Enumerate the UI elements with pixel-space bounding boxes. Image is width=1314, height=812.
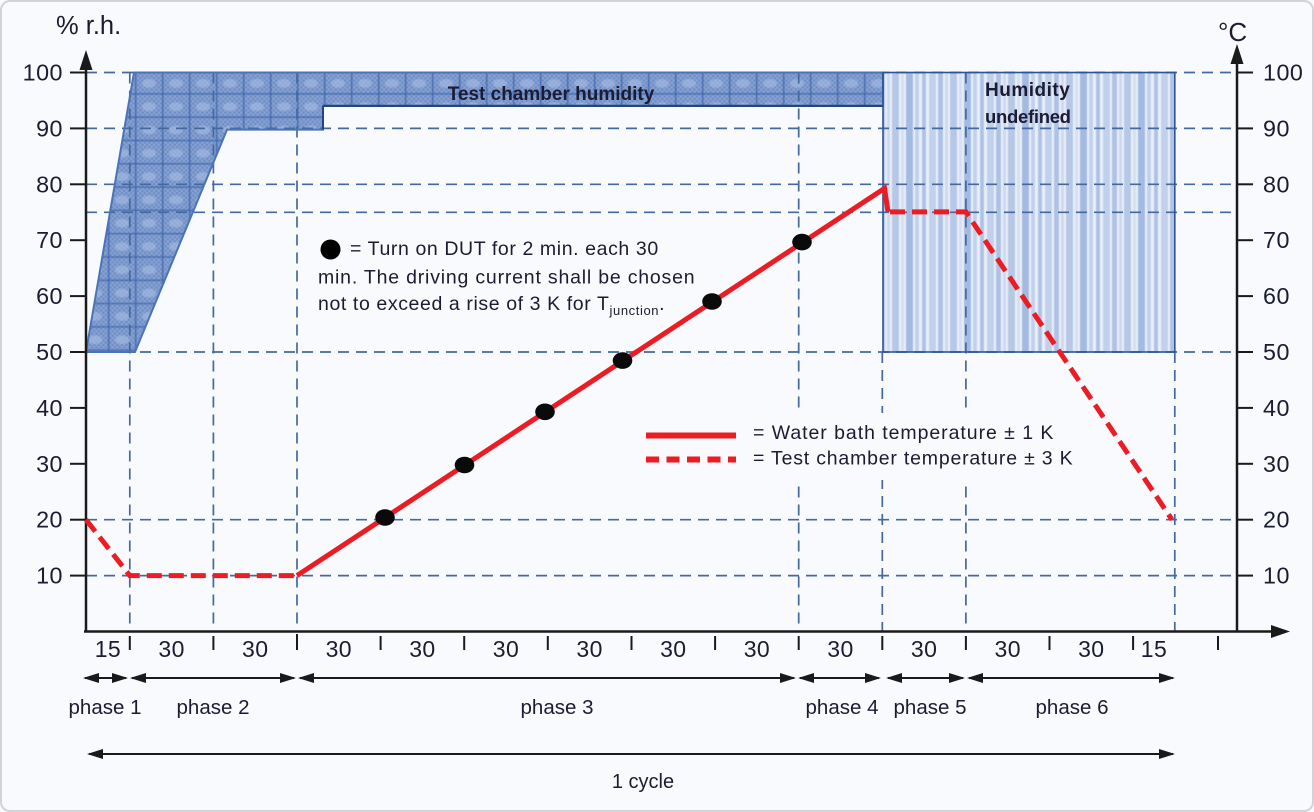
svg-text:20: 20 [36, 507, 63, 533]
svg-text:% r.h.: % r.h. [56, 12, 121, 40]
svg-text:30: 30 [158, 636, 184, 662]
svg-text:70: 70 [1263, 227, 1290, 253]
svg-text:not to exceed a rise of 3 K fo: not to exceed a rise of 3 K for Tjunctio… [318, 293, 665, 318]
svg-text:100: 100 [23, 60, 63, 86]
svg-text:40: 40 [36, 395, 63, 421]
svg-text:min. The driving current shall: min. The driving current shall be chosen [318, 267, 695, 289]
svg-text:30: 30 [660, 636, 686, 662]
svg-text:10: 10 [1263, 563, 1290, 589]
svg-text:phase 6: phase 6 [1036, 696, 1109, 719]
svg-text:= Test chamber temperature ± 3: = Test chamber temperature ± 3 K [753, 448, 1073, 470]
svg-text:10: 10 [36, 563, 63, 589]
svg-text:90: 90 [1263, 115, 1290, 141]
svg-text:30: 30 [827, 636, 853, 662]
svg-text:100: 100 [1263, 60, 1303, 86]
svg-text:30: 30 [409, 636, 435, 662]
svg-text:30: 30 [493, 636, 519, 662]
svg-text:50: 50 [1263, 339, 1290, 365]
svg-text:30: 30 [576, 636, 602, 662]
svg-text:80: 80 [36, 171, 63, 197]
svg-text:phase 5: phase 5 [894, 696, 967, 719]
svg-text:phase 3: phase 3 [521, 696, 594, 719]
svg-text:30: 30 [744, 636, 770, 662]
svg-text:15: 15 [1141, 636, 1167, 662]
svg-text:= Water bath temperature ± 1 K: = Water bath temperature ± 1 K [753, 422, 1054, 444]
svg-text:40: 40 [1263, 395, 1290, 421]
svg-text:60: 60 [1263, 283, 1290, 309]
svg-text:undefined: undefined [985, 106, 1071, 127]
svg-text:50: 50 [36, 339, 63, 365]
svg-text:90: 90 [36, 115, 63, 141]
svg-text:15: 15 [95, 636, 121, 662]
svg-text:20: 20 [1263, 507, 1290, 533]
svg-text:Test chamber humidity: Test chamber humidity [448, 84, 655, 105]
svg-text:1 cycle: 1 cycle [612, 771, 674, 793]
svg-text:30: 30 [1263, 451, 1290, 477]
svg-text:60: 60 [36, 283, 63, 309]
svg-text:phase 4: phase 4 [806, 696, 879, 719]
svg-text:phase 1: phase 1 [69, 696, 142, 719]
svg-text:Humidity: Humidity [985, 80, 1070, 101]
svg-text:30: 30 [1078, 636, 1104, 662]
svg-text:phase 2: phase 2 [177, 696, 250, 719]
svg-text:70: 70 [36, 227, 63, 253]
svg-text:30: 30 [911, 636, 937, 662]
svg-text:30: 30 [36, 451, 63, 477]
svg-text:80: 80 [1263, 171, 1290, 197]
svg-text:°C: °C [1218, 17, 1247, 47]
svg-text:= Turn on DUT for 2 min. each: = Turn on DUT for 2 min. each 30 [350, 238, 659, 260]
svg-text:30: 30 [995, 636, 1021, 662]
svg-text:30: 30 [242, 636, 268, 662]
svg-text:30: 30 [326, 636, 352, 662]
